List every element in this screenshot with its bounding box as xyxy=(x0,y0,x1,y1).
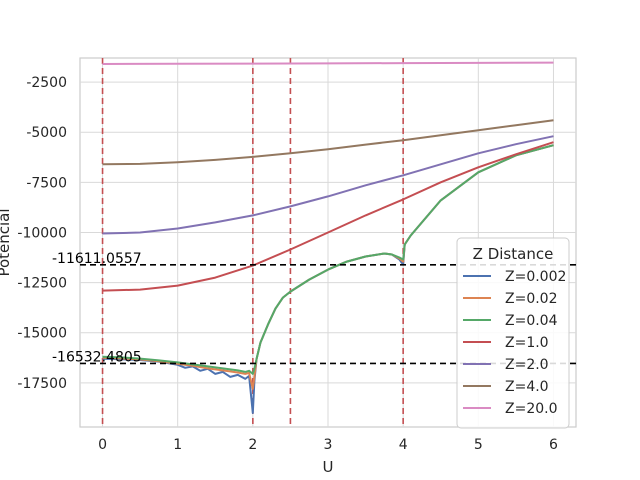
x-tick-label: 3 xyxy=(324,437,333,453)
y-tick-label: -12500 xyxy=(17,276,67,292)
legend-title: Z Distance xyxy=(473,245,554,263)
legend: Z Distance Z=0.002 Z=0.02 Z=0.04 Z=1.0 Z=2.0 Z… xyxy=(456,237,570,429)
series-line xyxy=(102,61,554,65)
legend-label: Z=0.002 xyxy=(505,269,566,285)
x-tick-label: 1 xyxy=(173,437,182,453)
series-line xyxy=(102,135,554,235)
y-tick-labels: -17500 -15000 -12500 -10000 -7500 -5000 -2500 xyxy=(17,75,67,392)
y-tick-label: -7500 xyxy=(26,175,67,191)
x-tick-label: 2 xyxy=(248,437,257,453)
x-axis-label: U xyxy=(323,458,334,476)
x-tick-label: 4 xyxy=(399,437,408,453)
legend-box xyxy=(456,237,570,429)
reference-line-label: -11611.0557 xyxy=(52,251,142,267)
legend-label: Z=0.04 xyxy=(505,313,558,329)
x-tick-label: 5 xyxy=(474,437,483,453)
x-tick-labels: 0 1 2 3 4 5 6 xyxy=(98,437,558,453)
series-line xyxy=(102,141,554,292)
series-lines xyxy=(102,61,554,414)
y-tick-label: -17500 xyxy=(17,376,67,392)
reference-line-label: -16532.4805 xyxy=(52,349,142,365)
series-line xyxy=(102,144,554,375)
vertical-reference-lines xyxy=(101,58,404,427)
legend-label: Z=2.0 xyxy=(505,357,549,373)
legend-label: Z=1.0 xyxy=(505,335,549,351)
x-tick-label: 0 xyxy=(98,437,107,453)
y-tick-label: -15000 xyxy=(17,326,67,342)
legend-label: Z=20.0 xyxy=(505,401,558,417)
series-line xyxy=(102,119,554,166)
legend-label: Z=0.02 xyxy=(505,291,558,307)
y-tick-label: -5000 xyxy=(26,125,67,141)
legend-label: Z=4.0 xyxy=(505,379,549,395)
y-axis-label: Potencial xyxy=(0,208,13,276)
y-tick-label: -2500 xyxy=(26,75,67,91)
x-tick-label: 6 xyxy=(549,437,558,453)
y-tick-label: -10000 xyxy=(17,225,67,241)
